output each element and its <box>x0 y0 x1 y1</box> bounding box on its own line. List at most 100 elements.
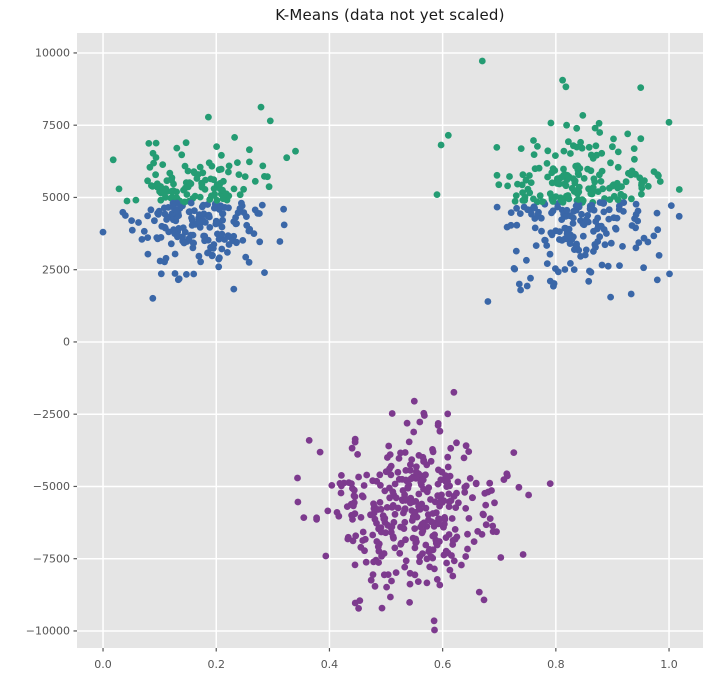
scatter-point <box>218 230 226 238</box>
scatter-point <box>359 537 367 544</box>
scatter-point <box>152 139 160 147</box>
scatter-point <box>215 263 223 271</box>
scatter-point <box>493 144 501 151</box>
scatter-point <box>292 147 299 155</box>
scatter-point <box>236 205 244 212</box>
scatter-point <box>140 227 148 235</box>
scatter-point <box>598 149 606 157</box>
scatter-point <box>618 183 625 191</box>
scatter-point <box>524 206 531 214</box>
scatter-point <box>579 112 587 119</box>
scatter-point <box>448 552 455 559</box>
scatter-point <box>449 537 457 544</box>
scatter-point <box>168 176 176 184</box>
scatter-point <box>367 576 375 584</box>
scatter-point <box>512 247 520 255</box>
scatter-point <box>171 270 179 277</box>
scatter-point <box>543 242 551 249</box>
scatter-point <box>162 193 169 201</box>
scatter-point <box>335 512 343 520</box>
scatter-point <box>264 173 271 181</box>
scatter-point <box>423 579 431 587</box>
scatter-point <box>547 229 555 237</box>
scatter-point <box>628 195 635 203</box>
scatter-point <box>632 244 640 252</box>
scatter-point <box>549 198 557 205</box>
scatter-point <box>157 270 165 278</box>
scatter-point <box>572 187 580 195</box>
scatter-point <box>230 185 238 193</box>
scatter-point <box>521 197 529 204</box>
scatter-point <box>163 216 171 223</box>
scatter-point <box>369 571 377 578</box>
scatter-point <box>489 522 497 530</box>
scatter-point <box>344 533 352 541</box>
scatter-point <box>614 196 622 204</box>
scatter-point <box>152 171 160 179</box>
scatter-point <box>558 237 566 244</box>
scatter-point <box>181 162 189 170</box>
scatter-point <box>437 497 445 505</box>
scatter-point <box>551 167 559 174</box>
scatter-point <box>401 563 409 571</box>
scatter-point <box>434 420 442 427</box>
scatter-points <box>99 57 683 634</box>
scatter-point <box>261 269 268 276</box>
scatter-point <box>388 504 396 511</box>
scatter-point <box>462 442 470 450</box>
scatter-point <box>513 204 520 212</box>
scatter-point <box>230 285 238 293</box>
scatter-point <box>425 484 433 492</box>
y-tick-label: −2500 <box>33 408 70 421</box>
scatter-point <box>431 626 438 634</box>
scatter-point <box>363 471 371 479</box>
scatter-point <box>511 265 519 273</box>
scatter-point <box>412 498 420 505</box>
scatter-point <box>609 143 616 151</box>
scatter-point <box>396 549 404 557</box>
scatter-point <box>145 140 153 147</box>
scatter-point <box>161 210 169 218</box>
scatter-point <box>614 163 622 171</box>
scatter-point <box>436 515 443 523</box>
scatter-point <box>429 446 436 453</box>
scatter-point <box>225 241 233 248</box>
scatter-point <box>550 280 558 287</box>
scatter-point <box>355 605 362 612</box>
scatter-point <box>572 202 580 210</box>
scatter-point <box>180 239 188 247</box>
scatter-point <box>354 451 361 458</box>
scatter-point <box>362 558 370 566</box>
scatter-point <box>189 231 197 239</box>
scatter-point <box>560 147 568 155</box>
scatter-point <box>210 241 218 248</box>
scatter-point <box>351 493 359 501</box>
scatter-point <box>195 252 203 260</box>
x-tick-label: 0.6 <box>434 658 452 671</box>
scatter-point <box>554 179 562 186</box>
scatter-point <box>218 223 226 231</box>
scatter-point <box>205 113 212 121</box>
scatter-point <box>595 119 603 127</box>
scatter-point <box>207 175 215 183</box>
scatter-point <box>369 531 377 539</box>
scatter-point <box>512 192 520 200</box>
scatter-point <box>196 163 204 171</box>
scatter-point <box>378 604 386 612</box>
scatter-point <box>594 188 602 196</box>
scatter-point <box>257 103 265 111</box>
scatter-point <box>391 544 399 552</box>
y-tick-label: 2500 <box>42 263 70 276</box>
scatter-point <box>280 205 287 213</box>
scatter-point <box>372 556 380 564</box>
scatter-point <box>582 246 590 254</box>
scatter-point <box>510 449 518 456</box>
scatter-point <box>627 290 635 298</box>
scatter-point <box>241 173 249 181</box>
scatter-point <box>616 262 623 269</box>
scatter-point <box>596 233 604 241</box>
scatter-point <box>605 206 613 214</box>
scatter-point <box>559 76 566 84</box>
scatter-point <box>525 491 532 499</box>
